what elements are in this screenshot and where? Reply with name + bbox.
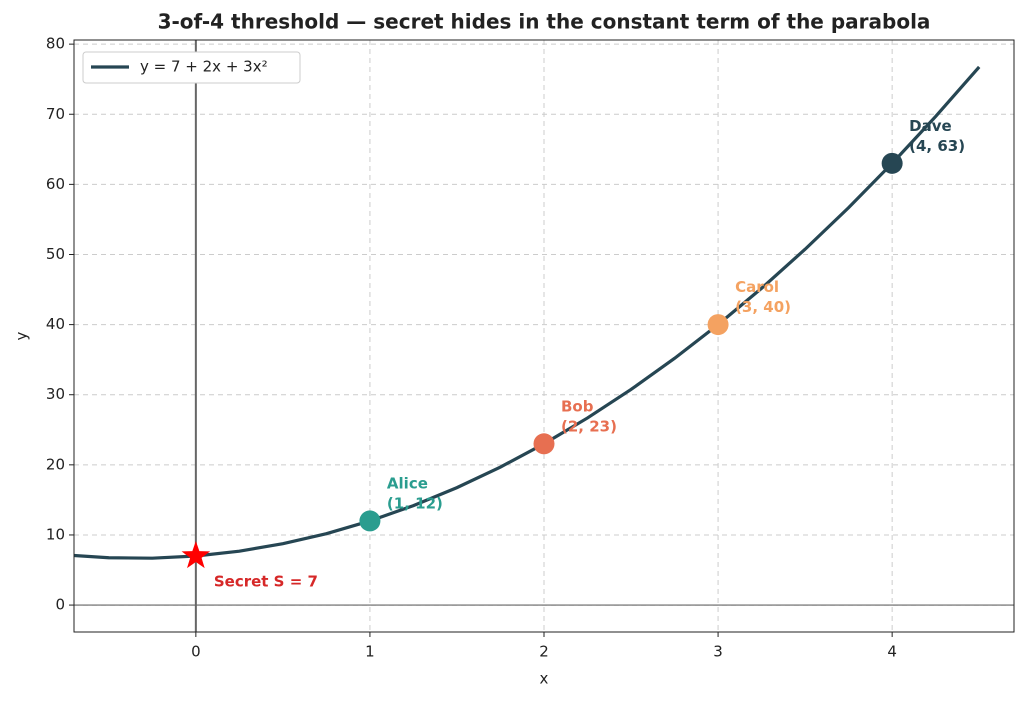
x-tick-label: 1 <box>365 643 375 661</box>
curve <box>74 65 981 560</box>
share-point <box>707 314 729 336</box>
x-tick-label: 3 <box>713 643 723 661</box>
x-tick-label: 4 <box>887 643 897 661</box>
point-label: Alice <box>387 474 428 492</box>
point-coords: (2, 23) <box>561 417 617 435</box>
y-tick-label: 80 <box>46 35 65 53</box>
point-coords: (1, 12) <box>387 494 443 512</box>
secret-star <box>181 540 211 569</box>
y-tick-label: 50 <box>46 245 65 263</box>
chart-title: 3-of-4 threshold — secret hides in the c… <box>158 10 931 34</box>
y-tick-label: 10 <box>46 525 65 543</box>
share-point <box>359 510 381 532</box>
y-tick-label: 40 <box>46 315 65 333</box>
x-tick-label: 0 <box>191 643 201 661</box>
y-axis-label: y <box>13 331 31 340</box>
legend-box <box>82 51 301 84</box>
point-label: Carol <box>735 278 779 296</box>
y-tick-label: 70 <box>46 105 65 123</box>
share-point <box>533 433 555 455</box>
y-tick-label: 60 <box>46 175 65 193</box>
point-label: Dave <box>909 117 952 135</box>
share-point <box>881 152 903 174</box>
y-tick-label: 30 <box>46 385 65 403</box>
point-coords: (4, 63) <box>909 137 965 155</box>
x-axis-label: x <box>540 670 549 688</box>
legend-label: y = 7 + 2x + 3x² <box>140 58 268 76</box>
plot-frame <box>73 39 1015 633</box>
secret-label: Secret S = 7 <box>214 572 318 590</box>
y-tick-label: 20 <box>46 455 65 473</box>
point-label: Bob <box>561 397 594 415</box>
point-coords: (3, 40) <box>735 298 791 316</box>
y-tick-label: 0 <box>55 596 65 614</box>
x-tick-label: 2 <box>539 643 549 661</box>
